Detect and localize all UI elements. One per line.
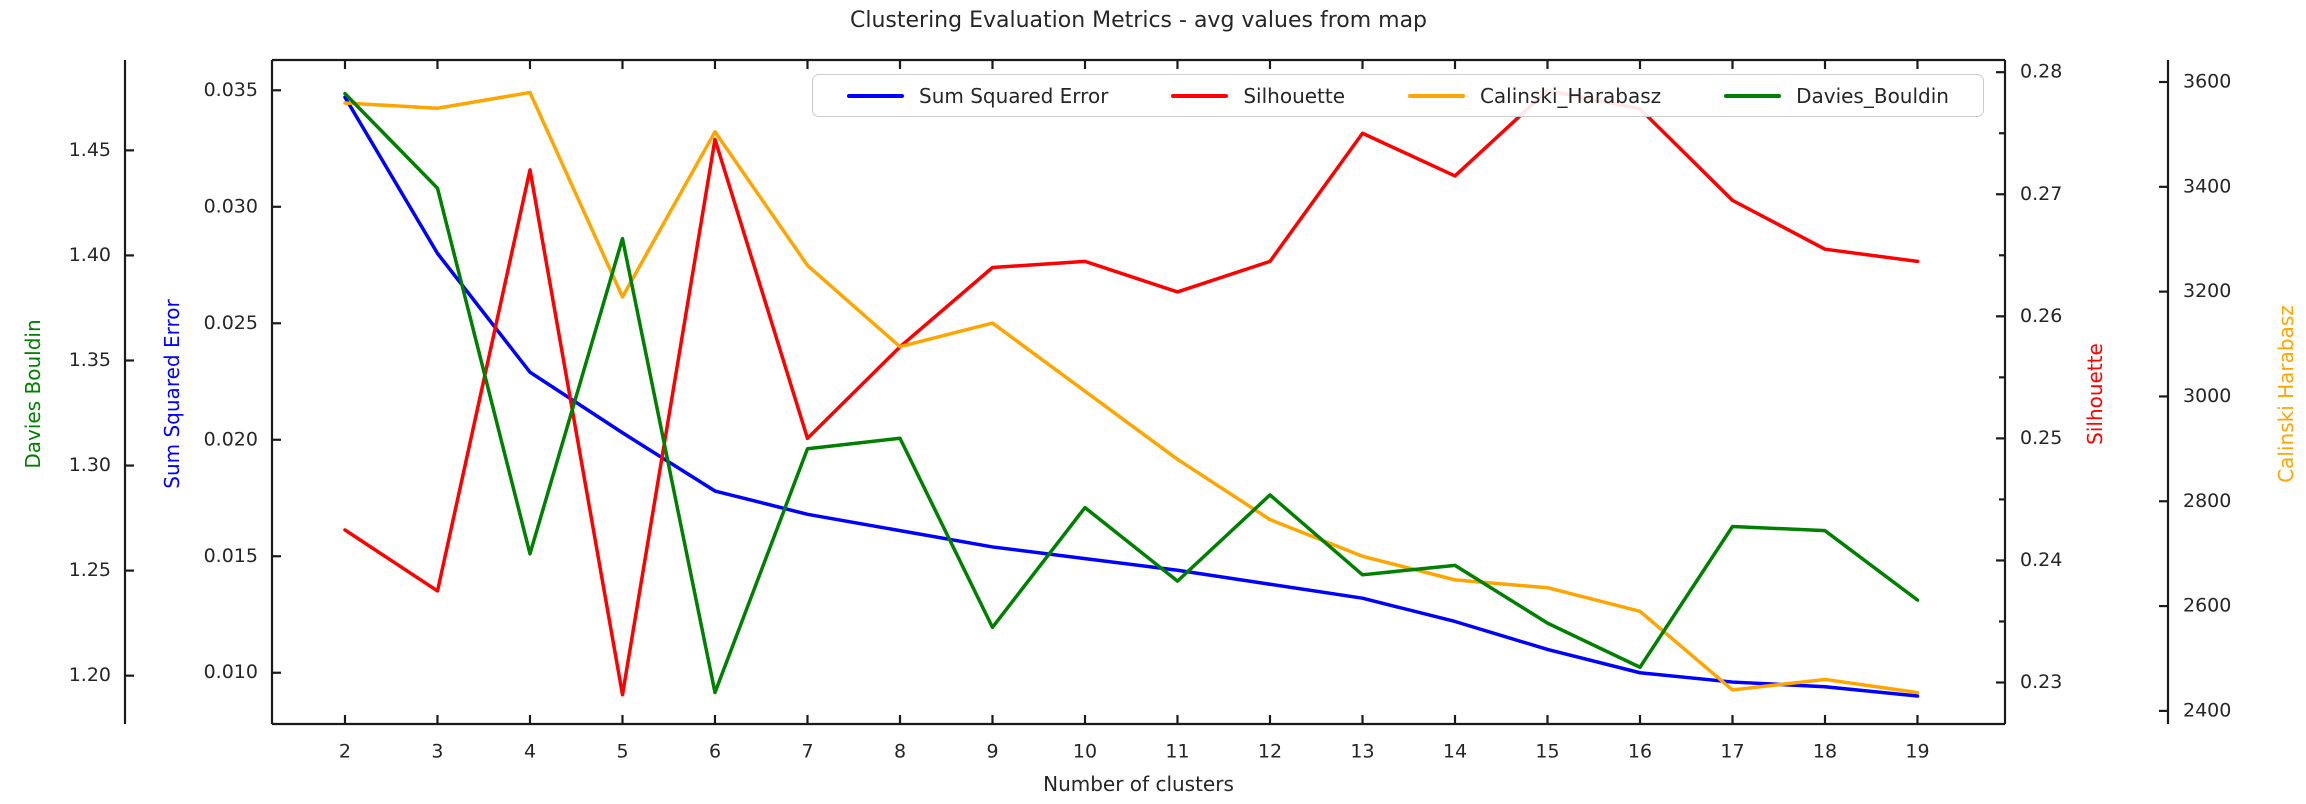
x-tick-label: 12: [1258, 741, 1282, 763]
series-line-davies-bouldin: [343, 91, 1920, 695]
silhouette-tick-label: 0.24: [2020, 549, 2062, 571]
davies-tick-label: 1.45: [69, 139, 111, 161]
x-axis-title: Number of clusters: [1043, 772, 1234, 796]
calinski-harabasz-axis-title: Calinski Harabasz: [2274, 305, 2298, 483]
x-tick-label: 4: [524, 741, 536, 763]
calinski-tick-label: 3000: [2183, 385, 2231, 407]
series-line-calinski-harabasz: [343, 90, 1920, 695]
davies-tick-label: 1.20: [69, 664, 111, 686]
x-tick-label: 5: [616, 741, 628, 763]
silhouette-tick-label: 0.27: [2020, 183, 2062, 205]
legend-label: Sum Squared Error: [919, 83, 1109, 108]
legend-item-silhouette: Silhouette: [1171, 84, 1345, 108]
silhouette-tick-label: 0.28: [2020, 61, 2062, 83]
silhouette-tick-label: 0.23: [2020, 671, 2062, 693]
series-line-sum-squared-error: [343, 95, 1920, 698]
x-tick-label: 14: [1443, 741, 1467, 763]
legend: Sum Squared Error Silhouette Calinski_Hara…: [812, 74, 1984, 117]
x-tick-label: 19: [1905, 741, 1929, 763]
silhouette-tick-label: 0.26: [2020, 305, 2062, 327]
legend-line-swatch: [1407, 93, 1465, 98]
davies-tick-label: 1.35: [69, 349, 111, 371]
legend-line-swatch: [1724, 93, 1782, 98]
silhouette-axis-title: Silhouette: [2083, 343, 2107, 445]
sse-tick-label: 0.015: [204, 545, 258, 567]
davies-bouldin-axis-title: Davies Bouldin: [21, 319, 45, 469]
legend-line-swatch: [847, 93, 904, 98]
x-tick-label: 2: [339, 741, 351, 763]
sum-squared-error-axis-title: Sum Squared Error: [160, 299, 184, 489]
davies-tick-label: 1.25: [69, 559, 111, 581]
calinski-tick-label: 3200: [2183, 280, 2231, 302]
x-tick-label: 7: [801, 741, 813, 763]
x-tick-label: 6: [709, 741, 721, 763]
davies-tick-label: 1.40: [69, 244, 111, 266]
series-line-silhouette: [343, 88, 1920, 697]
x-tick-label: 3: [431, 741, 443, 763]
legend-item-calinski-harabasz: Calinski_Harabasz: [1407, 83, 1662, 108]
sse-tick-label: 0.030: [204, 195, 258, 217]
x-tick-label: 11: [1165, 741, 1189, 763]
x-tick-label: 9: [986, 741, 998, 763]
x-tick-label: 15: [1535, 741, 1559, 763]
x-tick-label: 17: [1720, 741, 1744, 763]
legend-item-davies-bouldin: Davies_Bouldin: [1724, 84, 1949, 108]
x-tick-label: 13: [1350, 741, 1374, 763]
x-tick-label: 10: [1073, 741, 1097, 763]
chart-title: Clustering Evaluation Metrics - avg valu…: [849, 8, 1428, 33]
legend-line-swatch: [1171, 93, 1229, 98]
calinski-tick-label: 3400: [2183, 175, 2231, 197]
sse-tick-label: 0.010: [204, 661, 258, 683]
x-tick-label: 18: [1813, 741, 1837, 763]
x-tick-label: 8: [894, 741, 906, 763]
sse-tick-label: 0.035: [204, 79, 258, 101]
legend-label: Silhouette: [1243, 83, 1346, 108]
calinski-tick-label: 2600: [2183, 595, 2231, 617]
legend-item-sum-squared-error: Sum Squared Error: [847, 84, 1108, 108]
calinski-tick-label: 2400: [2183, 699, 2231, 721]
calinski-tick-label: 2800: [2183, 490, 2231, 512]
sse-tick-label: 0.025: [204, 312, 258, 334]
calinski-tick-label: 3600: [2183, 71, 2231, 93]
sse-tick-label: 0.020: [204, 428, 258, 450]
davies-tick-label: 1.30: [69, 454, 111, 476]
x-tick-label: 16: [1628, 741, 1652, 763]
legend-label: Davies_Bouldin: [1796, 83, 1949, 108]
silhouette-tick-label: 0.25: [2020, 427, 2062, 449]
legend-label: Calinski_Harabasz: [1479, 83, 1662, 108]
